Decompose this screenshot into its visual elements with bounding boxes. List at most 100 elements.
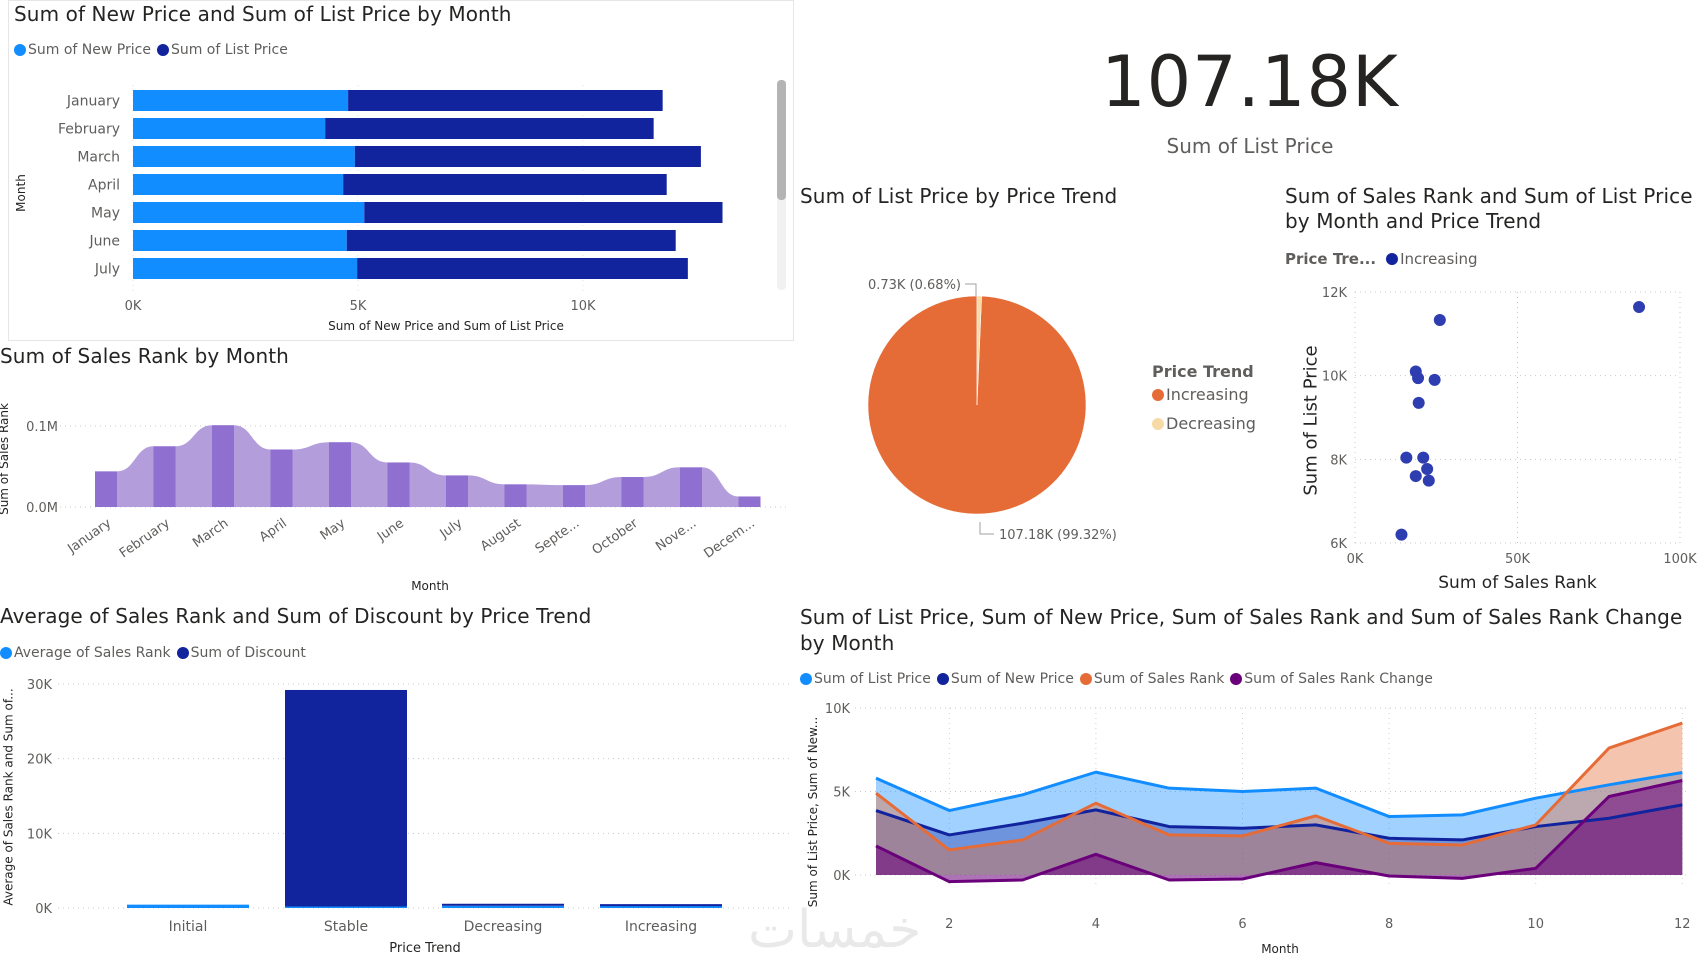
y-tick-label: July	[94, 262, 120, 278]
legend-dot-icon	[14, 44, 26, 56]
y-tick-label: 12K	[1322, 286, 1348, 301]
bar-sum-discount[interactable]	[285, 689, 407, 907]
x-tick-label: January	[64, 516, 114, 557]
bar-sales-rank[interactable]	[680, 467, 702, 507]
legend-dot-icon	[800, 673, 812, 685]
bar-sales-rank[interactable]	[563, 485, 585, 507]
bar-sales-rank[interactable]	[270, 449, 293, 507]
scatter-point[interactable]	[1433, 314, 1446, 327]
bar-sales-rank[interactable]	[621, 477, 644, 507]
legend-item-increasing[interactable]: Increasing	[1152, 385, 1256, 404]
bar-sales-rank[interactable]	[153, 446, 176, 507]
y-axis-title: Sum of Sales Rank	[0, 403, 11, 515]
bar-new-price[interactable]	[133, 118, 326, 139]
series-line-sum-of-sales-rank-change[interactable]	[875, 779, 1683, 884]
sales-rank-by-month-plot: 0.1M 0.0M January February March April May June…	[26, 420, 790, 593]
bar-sales-rank[interactable]	[446, 475, 468, 507]
x-tick-label: 50K	[1505, 552, 1531, 567]
legend-item-list-price[interactable]: Sum of List Price	[156, 42, 288, 58]
bar-avg-sales-rank[interactable]	[285, 906, 407, 908]
scatter-point[interactable]	[1400, 451, 1413, 464]
scatter-point[interactable]	[1633, 301, 1646, 314]
bar-avg-sales-rank[interactable]	[127, 904, 249, 908]
rank-discount-by-trend-plot: 0K 10K 20K 30K Initial Stable Decreasing Increa…	[27, 678, 790, 956]
kpi-card: 107.18K Sum of List Price	[1050, 40, 1450, 158]
legend-item-new-price[interactable]: Sum of New Price	[936, 671, 1074, 687]
bar-list-price[interactable]	[357, 258, 688, 279]
bar-list-price[interactable]	[348, 90, 663, 111]
area-fill-2	[876, 723, 1683, 875]
y-tick-label: 8K	[1330, 453, 1347, 468]
bar-list-price[interactable]	[346, 230, 676, 251]
x-tick-label: 8	[1385, 917, 1393, 932]
bar-sales-rank[interactable]	[504, 484, 527, 507]
bar-sales-rank[interactable]	[212, 425, 234, 507]
legend-item-avg-sales-rank[interactable]: Average of Sales Rank	[0, 645, 171, 661]
bar-list-price[interactable]	[354, 146, 701, 167]
series-line-sum-of-list-price[interactable]	[875, 770, 1683, 819]
legend-item-sum-discount[interactable]: Sum of Discount	[176, 645, 306, 661]
y-tick-label: 10K	[825, 702, 851, 717]
pie-legend: Price Trend Increasing Decreasing	[1152, 362, 1256, 433]
bar-new-price[interactable]	[133, 146, 355, 167]
legend-title: Price Trend	[1152, 362, 1254, 381]
scatter-point[interactable]	[1428, 373, 1441, 386]
y-axis-title: Sum of List Price	[1300, 345, 1322, 496]
legend-dot-icon	[1152, 417, 1164, 430]
data-label: 107.18K (99.32%)	[999, 528, 1117, 543]
kpi-label: Sum of List Price	[1166, 134, 1334, 158]
scrollbar-thumb[interactable]	[777, 80, 786, 200]
y-tick-label: 10K	[27, 827, 53, 842]
bar-new-price[interactable]	[133, 174, 344, 195]
legend-dot-icon	[1386, 253, 1399, 265]
bar-new-price[interactable]	[133, 258, 358, 279]
x-axis-title: Month	[411, 579, 449, 593]
scatter-point[interactable]	[1421, 462, 1434, 475]
scatter-point[interactable]	[1417, 451, 1430, 464]
bar-new-price[interactable]	[133, 90, 349, 111]
series-line-sum-of-sales-rank[interactable]	[875, 721, 1683, 852]
ribbon-segment	[351, 442, 388, 507]
legend-dot-icon	[1079, 673, 1092, 685]
bar-list-price[interactable]	[343, 174, 667, 195]
bar-sales-rank[interactable]	[329, 442, 351, 507]
chart-title: Sum of List Price by Price Trend	[800, 184, 1118, 208]
legend-item-increasing[interactable]: Increasing	[1386, 250, 1478, 268]
ribbon-segment	[643, 467, 680, 507]
x-tick-label: 2	[945, 917, 953, 932]
scatter-point[interactable]	[1412, 372, 1425, 385]
bar-list-price[interactable]	[325, 118, 654, 139]
legend-item-sales-rank-change[interactable]: Sum of Sales Rank Change	[1230, 671, 1433, 687]
y-axis-title: Average of Sales Rank and Sum of...	[1, 688, 16, 906]
leader-line	[965, 283, 977, 296]
scatter-point[interactable]	[1395, 528, 1408, 541]
chart-legend: Sum of New Price Sum of List Price	[14, 42, 294, 58]
legend-item-decreasing[interactable]: Decreasing	[1152, 414, 1256, 433]
bar-sales-rank[interactable]	[387, 462, 410, 507]
bar-new-price[interactable]	[133, 230, 347, 251]
x-tick-label: Nove...	[653, 516, 699, 555]
x-tick-label: February	[117, 516, 173, 562]
legend-item-new-price[interactable]: Sum of New Price	[14, 42, 151, 58]
y-tick-label: April	[88, 178, 120, 194]
scatter-point[interactable]	[1422, 474, 1435, 487]
new-list-by-month-plot: 0K 5K 10K Sum of New Price and Sum of List …	[58, 85, 723, 333]
legend-dot-icon	[1152, 388, 1164, 401]
scatter-point[interactable]	[1412, 396, 1425, 409]
bar-sum-discount[interactable]	[442, 903, 564, 906]
x-tick-label: April	[257, 516, 290, 545]
bar-sales-rank[interactable]	[738, 496, 761, 507]
pie-slice-decreasing[interactable]	[976, 295, 982, 406]
legend-item-sales-rank[interactable]: Sum of Sales Rank	[1079, 671, 1224, 687]
bar-new-price[interactable]	[133, 202, 365, 223]
bar-list-price[interactable]	[364, 202, 723, 223]
ribbon-segment	[234, 425, 271, 507]
chart-legend: Average of Sales Rank Sum of Discount	[0, 645, 312, 661]
scatter-point[interactable]	[1409, 470, 1422, 483]
legend-item-list-price[interactable]: Sum of List Price	[800, 671, 931, 687]
bar-avg-sales-rank[interactable]	[442, 905, 564, 908]
bar-sum-discount[interactable]	[600, 904, 722, 907]
bar-avg-sales-rank[interactable]	[600, 906, 722, 908]
y-tick-label: 0K	[833, 869, 850, 884]
bar-sales-rank[interactable]	[95, 471, 117, 507]
